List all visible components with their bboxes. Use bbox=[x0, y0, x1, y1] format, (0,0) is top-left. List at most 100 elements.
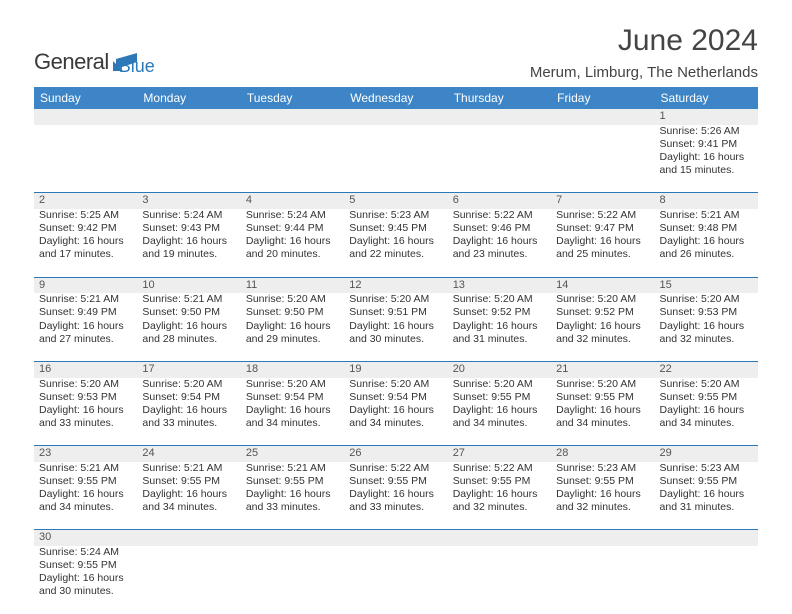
daylight-line: Daylight: 16 hours and 20 minutes. bbox=[246, 235, 339, 261]
day-cell: Sunrise: 5:20 AMSunset: 9:52 PMDaylight:… bbox=[448, 293, 551, 361]
day-number-cell: 13 bbox=[448, 277, 551, 293]
sunset-line: Sunset: 9:51 PM bbox=[349, 306, 442, 319]
sunrise-line: Sunrise: 5:20 AM bbox=[349, 378, 442, 391]
day-cell: Sunrise: 5:20 AMSunset: 9:54 PMDaylight:… bbox=[344, 378, 447, 446]
daylight-line: Daylight: 16 hours and 33 minutes. bbox=[142, 404, 235, 430]
sunrise-line: Sunrise: 5:25 AM bbox=[39, 209, 132, 222]
day-number-cell bbox=[137, 109, 240, 125]
month-title: June 2024 bbox=[530, 24, 758, 58]
logo-text-general: General bbox=[34, 49, 109, 75]
day-cell: Sunrise: 5:21 AMSunset: 9:55 PMDaylight:… bbox=[137, 462, 240, 530]
day-number-cell: 25 bbox=[241, 446, 344, 462]
day-cell: Sunrise: 5:20 AMSunset: 9:55 PMDaylight:… bbox=[551, 378, 654, 446]
sunrise-line: Sunrise: 5:21 AM bbox=[142, 462, 235, 475]
sunrise-line: Sunrise: 5:20 AM bbox=[660, 293, 753, 306]
day-cell bbox=[551, 546, 654, 614]
sunrise-line: Sunrise: 5:20 AM bbox=[453, 378, 546, 391]
day-number-cell bbox=[34, 109, 137, 125]
day-number-cell: 20 bbox=[448, 361, 551, 377]
day-cell bbox=[241, 125, 344, 193]
day-cell: Sunrise: 5:26 AMSunset: 9:41 PMDaylight:… bbox=[655, 125, 758, 193]
day-number-cell bbox=[241, 530, 344, 546]
day-number-cell: 4 bbox=[241, 193, 344, 209]
day-number-cell: 10 bbox=[137, 277, 240, 293]
daylight-line: Daylight: 16 hours and 33 minutes. bbox=[39, 404, 132, 430]
daylight-line: Daylight: 16 hours and 34 minutes. bbox=[246, 404, 339, 430]
day-number-cell bbox=[241, 109, 344, 125]
weekday-header: Wednesday bbox=[344, 87, 447, 109]
sunset-line: Sunset: 9:55 PM bbox=[660, 475, 753, 488]
daylight-line: Daylight: 16 hours and 22 minutes. bbox=[349, 235, 442, 261]
sunrise-line: Sunrise: 5:24 AM bbox=[246, 209, 339, 222]
sunrise-line: Sunrise: 5:20 AM bbox=[453, 293, 546, 306]
day-cell: Sunrise: 5:25 AMSunset: 9:42 PMDaylight:… bbox=[34, 209, 137, 277]
sunrise-line: Sunrise: 5:23 AM bbox=[660, 462, 753, 475]
day-number-cell bbox=[137, 530, 240, 546]
sunset-line: Sunset: 9:55 PM bbox=[349, 475, 442, 488]
day-number-row: 16171819202122 bbox=[34, 361, 758, 377]
day-number-cell: 28 bbox=[551, 446, 654, 462]
header: General Blue June 2024 Merum, Limburg, T… bbox=[34, 24, 758, 81]
day-number-cell: 6 bbox=[448, 193, 551, 209]
sunset-line: Sunset: 9:53 PM bbox=[39, 391, 132, 404]
day-cell: Sunrise: 5:22 AMSunset: 9:55 PMDaylight:… bbox=[344, 462, 447, 530]
day-cell: Sunrise: 5:20 AMSunset: 9:50 PMDaylight:… bbox=[241, 293, 344, 361]
day-content-row: Sunrise: 5:21 AMSunset: 9:55 PMDaylight:… bbox=[34, 462, 758, 530]
sunrise-line: Sunrise: 5:21 AM bbox=[246, 462, 339, 475]
sunrise-line: Sunrise: 5:21 AM bbox=[660, 209, 753, 222]
daylight-line: Daylight: 16 hours and 31 minutes. bbox=[453, 320, 546, 346]
weekday-header: Sunday bbox=[34, 87, 137, 109]
day-cell: Sunrise: 5:20 AMSunset: 9:54 PMDaylight:… bbox=[241, 378, 344, 446]
day-cell: Sunrise: 5:20 AMSunset: 9:53 PMDaylight:… bbox=[34, 378, 137, 446]
logo-text-blue: Blue bbox=[119, 56, 155, 77]
day-number-cell: 27 bbox=[448, 446, 551, 462]
day-cell: Sunrise: 5:21 AMSunset: 9:48 PMDaylight:… bbox=[655, 209, 758, 277]
day-number-cell: 7 bbox=[551, 193, 654, 209]
sunset-line: Sunset: 9:50 PM bbox=[246, 306, 339, 319]
day-cell: Sunrise: 5:23 AMSunset: 9:55 PMDaylight:… bbox=[551, 462, 654, 530]
day-cell bbox=[34, 125, 137, 193]
day-content-row: Sunrise: 5:25 AMSunset: 9:42 PMDaylight:… bbox=[34, 209, 758, 277]
day-number-cell: 2 bbox=[34, 193, 137, 209]
sunset-line: Sunset: 9:55 PM bbox=[39, 475, 132, 488]
day-number-row: 1 bbox=[34, 109, 758, 125]
day-number-cell bbox=[551, 530, 654, 546]
sunset-line: Sunset: 9:49 PM bbox=[39, 306, 132, 319]
sunrise-line: Sunrise: 5:23 AM bbox=[556, 462, 649, 475]
day-number-cell: 5 bbox=[344, 193, 447, 209]
sunrise-line: Sunrise: 5:21 AM bbox=[39, 462, 132, 475]
day-number-cell bbox=[448, 109, 551, 125]
sunrise-line: Sunrise: 5:20 AM bbox=[349, 293, 442, 306]
day-content-row: Sunrise: 5:20 AMSunset: 9:53 PMDaylight:… bbox=[34, 378, 758, 446]
day-cell bbox=[551, 125, 654, 193]
sunset-line: Sunset: 9:41 PM bbox=[660, 138, 753, 151]
day-number-cell bbox=[448, 530, 551, 546]
sunset-line: Sunset: 9:48 PM bbox=[660, 222, 753, 235]
day-cell: Sunrise: 5:20 AMSunset: 9:52 PMDaylight:… bbox=[551, 293, 654, 361]
day-number-cell: 11 bbox=[241, 277, 344, 293]
day-number-cell: 21 bbox=[551, 361, 654, 377]
day-cell bbox=[655, 546, 758, 614]
sunrise-line: Sunrise: 5:22 AM bbox=[453, 462, 546, 475]
day-cell bbox=[344, 546, 447, 614]
daylight-line: Daylight: 16 hours and 15 minutes. bbox=[660, 151, 753, 177]
day-number-cell: 12 bbox=[344, 277, 447, 293]
daylight-line: Daylight: 16 hours and 32 minutes. bbox=[453, 488, 546, 514]
sunset-line: Sunset: 9:54 PM bbox=[349, 391, 442, 404]
sunrise-line: Sunrise: 5:21 AM bbox=[39, 293, 132, 306]
daylight-line: Daylight: 16 hours and 30 minutes. bbox=[39, 572, 132, 598]
sunset-line: Sunset: 9:53 PM bbox=[660, 306, 753, 319]
day-number-row: 2345678 bbox=[34, 193, 758, 209]
daylight-line: Daylight: 16 hours and 31 minutes. bbox=[660, 488, 753, 514]
day-number-cell: 9 bbox=[34, 277, 137, 293]
sunset-line: Sunset: 9:55 PM bbox=[556, 475, 649, 488]
day-number-row: 9101112131415 bbox=[34, 277, 758, 293]
sunrise-line: Sunrise: 5:22 AM bbox=[556, 209, 649, 222]
day-cell bbox=[448, 546, 551, 614]
sunset-line: Sunset: 9:55 PM bbox=[453, 475, 546, 488]
day-cell: Sunrise: 5:21 AMSunset: 9:50 PMDaylight:… bbox=[137, 293, 240, 361]
day-cell: Sunrise: 5:24 AMSunset: 9:43 PMDaylight:… bbox=[137, 209, 240, 277]
sunrise-line: Sunrise: 5:22 AM bbox=[349, 462, 442, 475]
daylight-line: Daylight: 16 hours and 17 minutes. bbox=[39, 235, 132, 261]
daylight-line: Daylight: 16 hours and 32 minutes. bbox=[660, 320, 753, 346]
